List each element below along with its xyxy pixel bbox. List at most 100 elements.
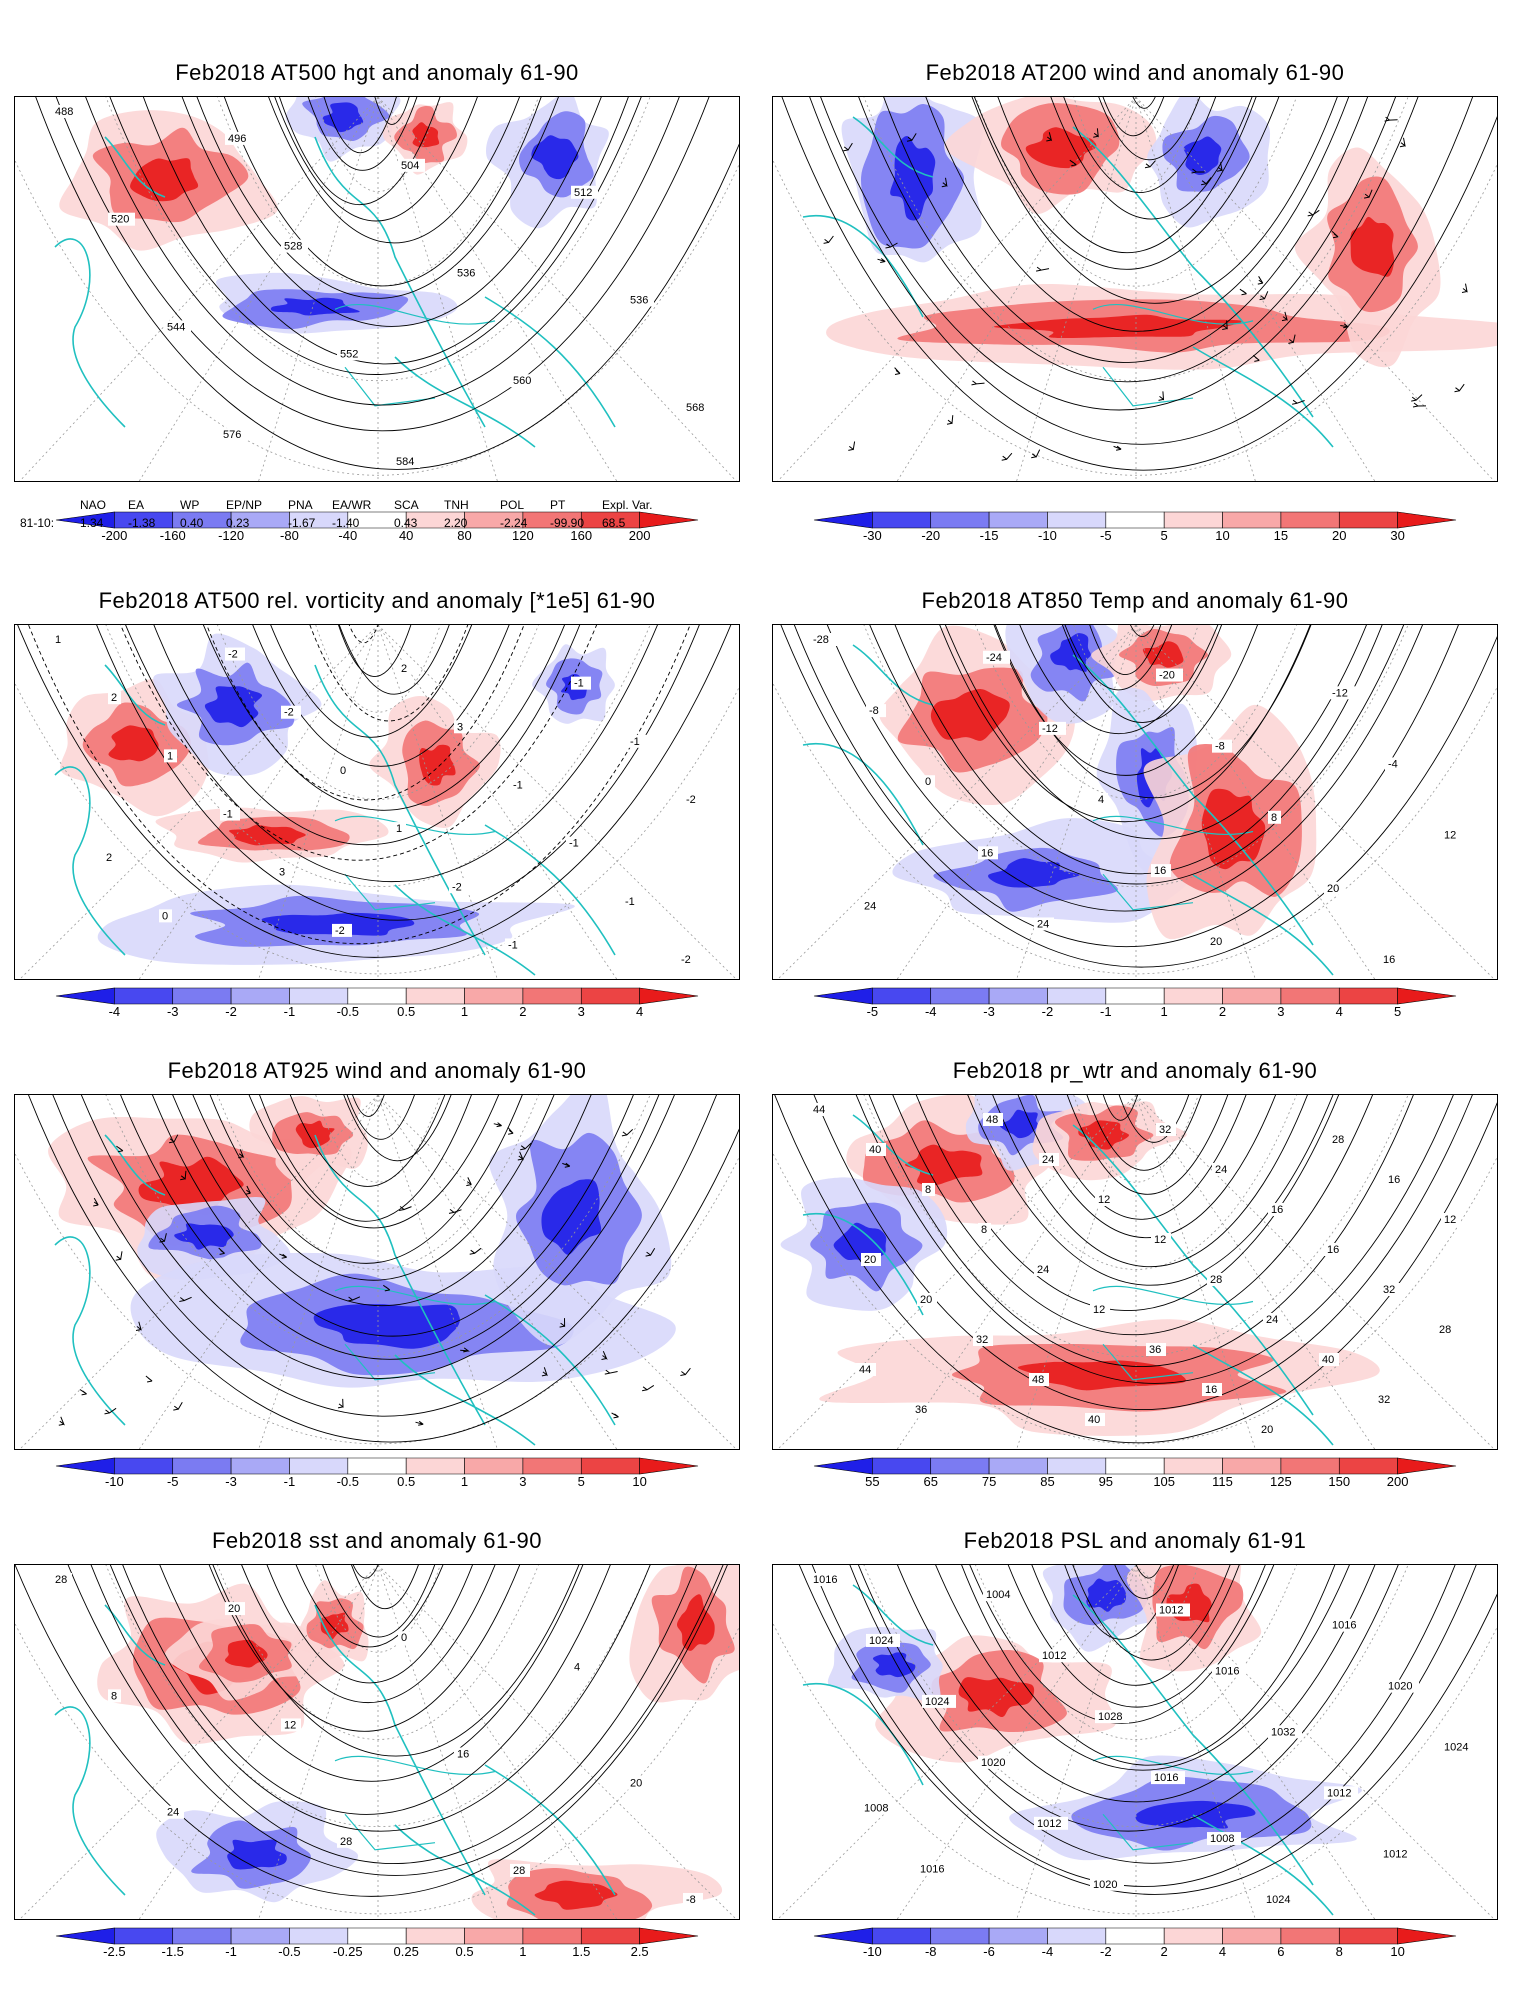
contour-label: 1012 — [1042, 1650, 1066, 1662]
contour-label-bg — [225, 1602, 245, 1616]
negative-anomaly-area — [999, 1109, 1039, 1139]
map-plot: 1 -2 2 -1 2 -2 3 -1 1 0 -1 -2 -1 1 -1 2 3 -2 -1 0 -2 -1 -2 — [15, 625, 739, 979]
contour-line — [374, 97, 410, 125]
contour-line — [961, 1565, 1336, 1766]
contour-label-bg — [1329, 1618, 1363, 1632]
map-plot: 44 48 32 28 40 24 24 16 8 12 16 12 8 12 16 20 24 28 32 20 12… — [773, 1095, 1497, 1449]
contour-line — [55, 97, 710, 432]
colorbar-swatch — [1280, 987, 1340, 1005]
contour-line — [1072, 1565, 1231, 1661]
contour-label-bg — [1095, 793, 1108, 806]
contour-label-bg — [683, 1893, 703, 1906]
contour-line — [1132, 97, 1156, 109]
contour-line — [120, 1095, 660, 1360]
country-border — [334, 304, 496, 407]
contour-label-bg — [678, 953, 698, 966]
colorbar-swatch — [639, 1927, 699, 1945]
positive-anomaly-area — [993, 314, 1243, 338]
colorbar-tick-label: 0.25 — [393, 1944, 419, 1959]
colorbar-labels: -4 -3 -2 -1 -0.5 0.5 1 2 3 4 — [14, 1004, 740, 1022]
contour-label-bg — [983, 650, 1010, 664]
colorbar-tick-label: -6 — [983, 1944, 995, 1959]
positive-anomaly-area — [138, 1156, 244, 1215]
contour-label-bg — [922, 1694, 956, 1708]
wind-arrow — [469, 1247, 482, 1255]
colorbar-tick-label: 120 — [512, 528, 534, 543]
colorbar-labels: -10 -8 -6 -4 -2 2 4 6 8 10 — [772, 1944, 1498, 1962]
colorbar-tick-label: 2 — [519, 1004, 527, 1019]
wind-arrow — [823, 235, 834, 244]
contour-label: 528 — [284, 241, 302, 253]
colorbar-tick-label: -2.5 — [103, 1944, 126, 1959]
contour-line — [969, 1565, 1275, 1724]
colorbar-tick-label: 1 — [519, 1944, 527, 1959]
colorbar-tick-label: 2.5 — [630, 1944, 649, 1959]
colorbar-swatch — [930, 1927, 990, 1945]
colorbar-tick-label: 125 — [1270, 1474, 1292, 1489]
colorbar-swatches — [55, 987, 699, 1005]
colorbar: -4 -3 -2 -1 -0.5 0.5 1 2 3 4 — [14, 987, 740, 1019]
colorbar-swatch — [405, 1457, 465, 1475]
negative-anomaly-area — [1050, 633, 1091, 672]
wind-arrow — [145, 1375, 153, 1383]
contour-line — [869, 625, 1405, 885]
contour-label: -1 — [630, 736, 640, 748]
teleconnection-header: EA — [128, 498, 145, 512]
wind-arrow — [383, 1284, 391, 1292]
contour-label: 1020 — [1388, 1681, 1412, 1693]
contour-line — [212, 1565, 580, 1757]
longitude-line — [377, 1095, 737, 1449]
negative-anomaly-area — [1135, 1800, 1256, 1829]
contour-label-bg — [810, 1573, 844, 1586]
negative-anomaly-area — [531, 135, 579, 180]
teleconnection-value: 0.23 — [226, 516, 250, 530]
colorbar: -200 -160 -120 -80 -40 40 80 120 160 200 — [14, 511, 740, 543]
contour-line — [1063, 97, 1216, 193]
contour-label-bg — [393, 455, 420, 468]
contour-label-bg — [225, 131, 252, 145]
contour-label: 20 — [1327, 883, 1339, 895]
contour-line — [323, 97, 397, 154]
contour-label: -8 — [869, 705, 879, 717]
colorbar-tick-label: 3 — [1277, 1004, 1285, 1019]
wind-arrow — [1259, 291, 1269, 301]
colorbar-tick-label: 10 — [1215, 528, 1230, 543]
teleconnection-row-label: 81-10: — [20, 516, 55, 530]
colorbar-swatch — [872, 1927, 932, 1945]
contour-line — [897, 1565, 1376, 1803]
colorbar-swatch — [1163, 511, 1223, 529]
teleconnection-header: NAO — [80, 498, 107, 512]
contour-line — [939, 625, 1311, 822]
negative-anomaly-area — [227, 1839, 287, 1870]
contour-label-bg — [276, 865, 289, 879]
contour-label: -1 — [574, 678, 584, 690]
colorbar-swatch — [1397, 1457, 1457, 1475]
teleconnection-value: -1.67 — [288, 516, 316, 530]
longitude-line — [138, 97, 379, 481]
contour-label-bg — [281, 705, 301, 719]
contour-label-bg — [1039, 1153, 1059, 1166]
country-border — [1092, 304, 1254, 407]
wind-arrow — [347, 1296, 361, 1302]
longitude-line — [377, 1565, 618, 1919]
colorbar-tick-label: 4 — [636, 1004, 644, 1019]
colorbar-tick-label: 105 — [1153, 1474, 1176, 1489]
wind-arrow — [115, 1251, 123, 1261]
contour-label-bg — [571, 185, 598, 199]
colorbar-tick-label: -40 — [338, 528, 358, 543]
wind-arrow — [1384, 116, 1398, 122]
contour-line — [346, 1095, 415, 1140]
wind-arrow — [173, 1401, 183, 1411]
contour-line — [196, 97, 559, 299]
wind-arrow — [337, 1398, 344, 1409]
panel-title: Feb2018 AT500 hgt and anomaly 61-90 — [175, 60, 579, 85]
contour-label-bg — [571, 1660, 584, 1674]
contour-label: 504 — [401, 160, 419, 172]
panel-title: Feb2018 AT925 wind and anomaly 61-90 — [167, 1058, 587, 1083]
contour-label: 12 — [1444, 830, 1456, 842]
contour-label: 536 — [457, 268, 475, 280]
colorbar-swatch — [1338, 987, 1398, 1005]
positive-anomaly-area — [930, 689, 1010, 741]
colorbar: -10 -8 -6 -4 -2 2 4 6 8 10 — [772, 1927, 1498, 1959]
contour-label: -2 — [681, 954, 691, 966]
